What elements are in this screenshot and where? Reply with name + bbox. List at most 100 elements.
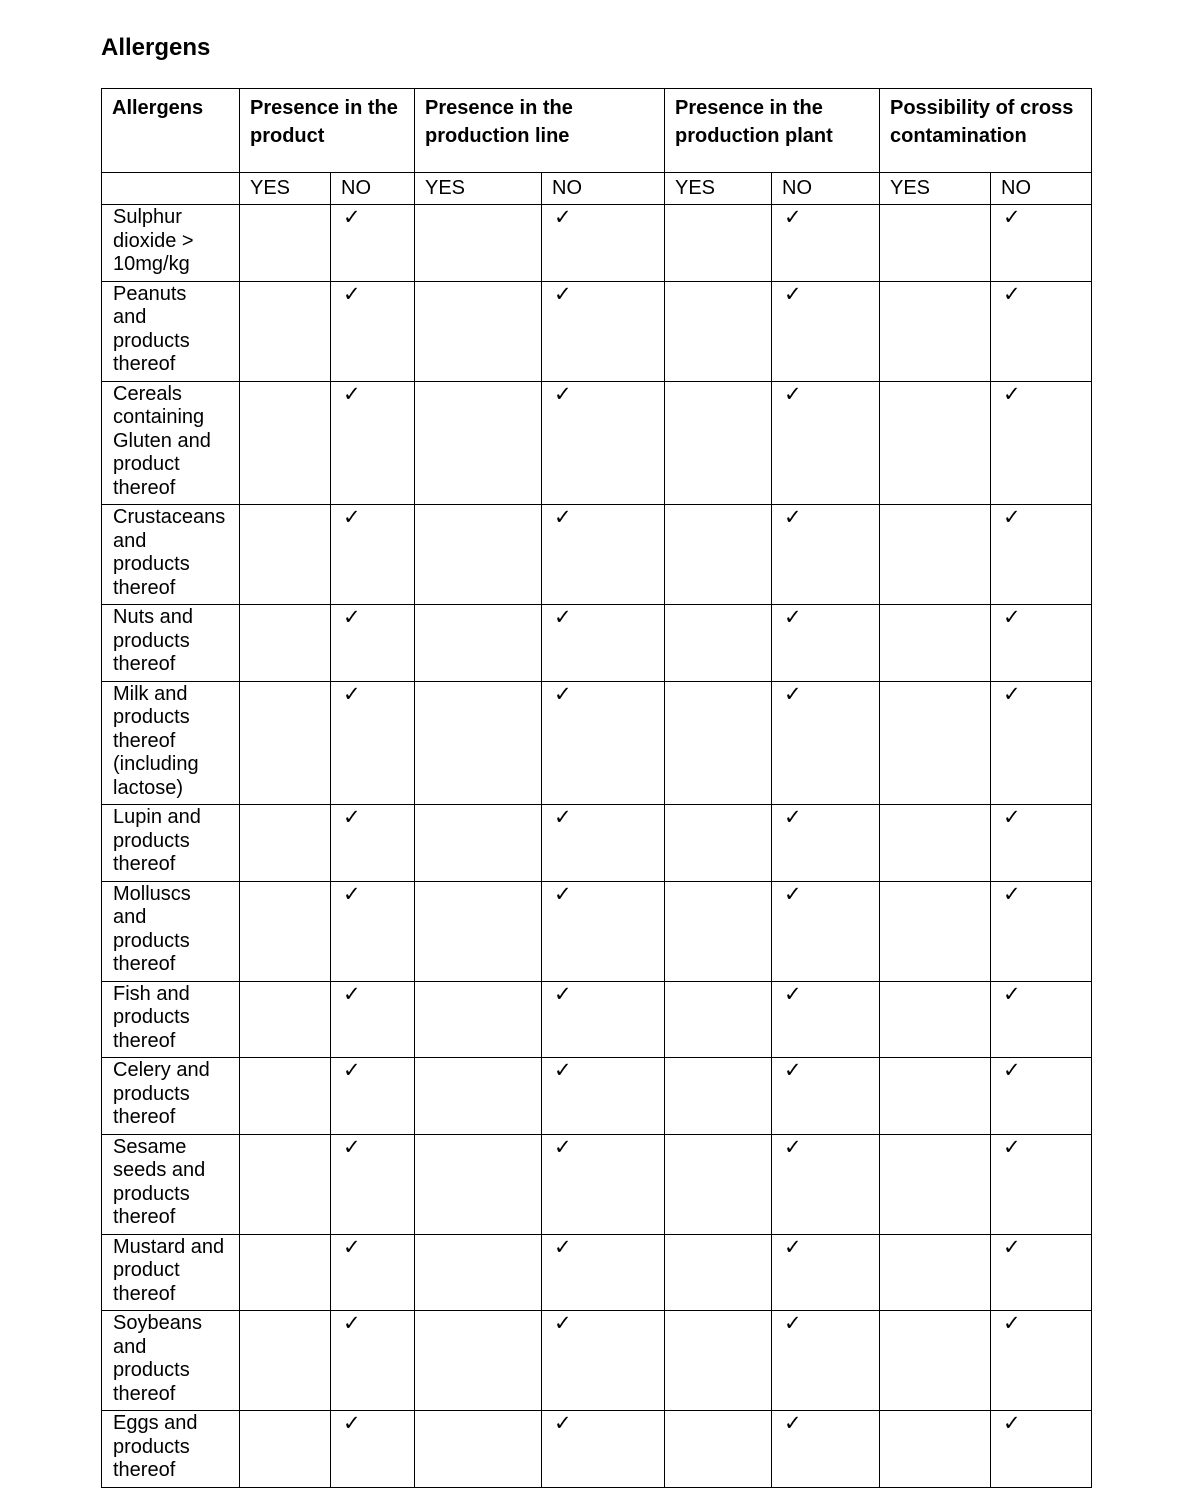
empty-check-cell: [414, 204, 542, 282]
column-header-presence-production-line: Presence in the production line: [414, 88, 665, 173]
table-row: Lupin and products thereof ✓ ✓ ✓ ✓: [101, 804, 1092, 882]
column-header-allergens: Allergens: [101, 88, 240, 173]
empty-check-cell: [879, 1057, 991, 1135]
checkmark-icon: ✓: [330, 604, 415, 682]
header-group-row: Allergens Presence in the product Presen…: [101, 88, 1092, 173]
empty-check-cell: [414, 980, 542, 1058]
table-row: Nuts and products thereof ✓ ✓ ✓ ✓: [101, 604, 1092, 682]
empty-check-cell: [414, 280, 542, 382]
empty-check-cell: [239, 1410, 331, 1488]
checkmark-icon: ✓: [541, 604, 665, 682]
checkmark-icon: ✓: [541, 804, 665, 882]
checkmark-icon: ✓: [990, 1410, 1092, 1488]
empty-check-cell: [664, 504, 772, 605]
sub-header-yes: YES: [879, 172, 991, 205]
empty-check-cell: [879, 504, 991, 605]
checkmark-icon: ✓: [541, 280, 665, 382]
empty-check-cell: [664, 280, 772, 382]
checkmark-icon: ✓: [330, 1133, 415, 1235]
table-row: Eggs and products thereof ✓ ✓ ✓ ✓: [101, 1410, 1092, 1488]
sub-header-yes: YES: [414, 172, 542, 205]
table-row: Crustaceans and products thereof ✓ ✓ ✓ ✓: [101, 504, 1092, 605]
allergen-name-cell: Mustard and product thereof: [101, 1233, 240, 1311]
checkmark-icon: ✓: [330, 1310, 415, 1411]
checkmark-icon: ✓: [990, 804, 1092, 882]
checkmark-icon: ✓: [541, 680, 665, 805]
sub-header-no: NO: [771, 172, 880, 205]
page-title: Allergens: [101, 34, 211, 61]
empty-check-cell: [664, 380, 772, 505]
allergen-name-cell: Milk and products thereof (including lac…: [101, 680, 240, 805]
allergen-name-cell: Sulphur dioxide > 10mg/kg: [101, 204, 240, 282]
empty-check-cell: [414, 504, 542, 605]
empty-check-cell: [664, 1133, 772, 1235]
checkmark-icon: ✓: [990, 880, 1092, 982]
table-row: Sulphur dioxide > 10mg/kg ✓ ✓ ✓ ✓: [101, 204, 1092, 282]
checkmark-icon: ✓: [771, 604, 880, 682]
empty-check-cell: [239, 604, 331, 682]
empty-check-cell: [664, 1410, 772, 1488]
sub-header-no: NO: [541, 172, 665, 205]
checkmark-icon: ✓: [990, 1057, 1092, 1135]
empty-check-cell: [664, 604, 772, 682]
checkmark-icon: ✓: [541, 1133, 665, 1235]
empty-check-cell: [414, 1133, 542, 1235]
empty-check-cell: [414, 804, 542, 882]
empty-check-cell: [239, 280, 331, 382]
checkmark-icon: ✓: [541, 1310, 665, 1411]
empty-check-cell: [239, 204, 331, 282]
empty-check-cell: [664, 1233, 772, 1311]
checkmark-icon: ✓: [771, 1057, 880, 1135]
checkmark-icon: ✓: [990, 980, 1092, 1058]
allergen-name-cell: Sesame seeds and products thereof: [101, 1133, 240, 1235]
column-header-presence-production-plant: Presence in the production plant: [664, 88, 880, 173]
checkmark-icon: ✓: [771, 980, 880, 1058]
checkmark-icon: ✓: [771, 1310, 880, 1411]
checkmark-icon: ✓: [541, 980, 665, 1058]
checkmark-icon: ✓: [771, 680, 880, 805]
empty-check-cell: [879, 1233, 991, 1311]
empty-check-cell: [239, 1233, 331, 1311]
empty-check-cell: [879, 880, 991, 982]
empty-check-cell: [239, 1310, 331, 1411]
checkmark-icon: ✓: [330, 880, 415, 982]
table-row: Celery and products thereof ✓ ✓ ✓ ✓: [101, 1057, 1092, 1135]
empty-check-cell: [239, 880, 331, 982]
empty-check-cell: [879, 280, 991, 382]
empty-check-cell: [239, 804, 331, 882]
checkmark-icon: ✓: [771, 204, 880, 282]
checkmark-icon: ✓: [990, 1133, 1092, 1235]
allergen-name-cell: Crustaceans and products thereof: [101, 504, 240, 605]
allergen-name-cell: Celery and products thereof: [101, 1057, 240, 1135]
checkmark-icon: ✓: [990, 1233, 1092, 1311]
checkmark-icon: ✓: [771, 280, 880, 382]
checkmark-icon: ✓: [771, 380, 880, 505]
empty-check-cell: [414, 1057, 542, 1135]
checkmark-icon: ✓: [990, 680, 1092, 805]
allergen-name-cell: Molluscs and products thereof: [101, 880, 240, 982]
sub-header-yes: YES: [239, 172, 331, 205]
checkmark-icon: ✓: [990, 280, 1092, 382]
empty-check-cell: [664, 1310, 772, 1411]
allergen-name-cell: Eggs and products thereof: [101, 1410, 240, 1488]
allergen-name-cell: Soybeans and products thereof: [101, 1310, 240, 1411]
table-row: Milk and products thereof (including lac…: [101, 680, 1092, 805]
empty-check-cell: [239, 1057, 331, 1135]
checkmark-icon: ✓: [330, 680, 415, 805]
table-row: Fish and products thereof ✓ ✓ ✓ ✓: [101, 980, 1092, 1058]
table-row: Soybeans and products thereof ✓ ✓ ✓ ✓: [101, 1310, 1092, 1411]
empty-check-cell: [879, 804, 991, 882]
empty-check-cell: [664, 204, 772, 282]
empty-check-cell: [414, 680, 542, 805]
table-row: Peanuts and products thereof ✓ ✓ ✓ ✓: [101, 280, 1092, 382]
checkmark-icon: ✓: [990, 380, 1092, 505]
empty-check-cell: [664, 804, 772, 882]
table-row: Mustard and product thereof ✓ ✓ ✓ ✓: [101, 1233, 1092, 1311]
checkmark-icon: ✓: [771, 1410, 880, 1488]
empty-check-cell: [414, 1410, 542, 1488]
checkmark-icon: ✓: [330, 280, 415, 382]
allergen-name-cell: Nuts and products thereof: [101, 604, 240, 682]
empty-check-cell: [879, 680, 991, 805]
table-body: Sulphur dioxide > 10mg/kg ✓ ✓ ✓ ✓ Peanut…: [101, 204, 1092, 1488]
